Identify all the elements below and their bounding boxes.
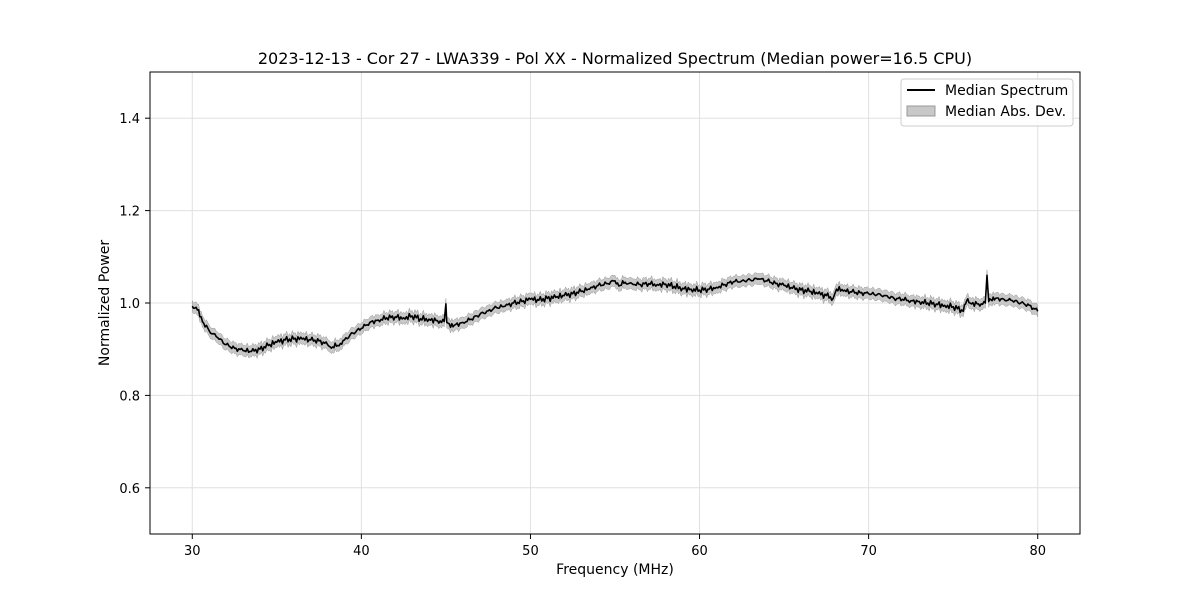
x-tick-label: 60 — [691, 544, 708, 559]
legend-band-swatch — [906, 105, 936, 117]
y-tick-label: 1.4 — [119, 112, 140, 127]
median-abs-dev-band — [192, 269, 1038, 360]
x-tick-label: 50 — [522, 544, 539, 559]
legend: Median Spectrum Median Abs. Dev. — [900, 78, 1074, 127]
x-tick-label: 70 — [860, 544, 877, 559]
median-spectrum-line — [191, 274, 1039, 354]
y-tick-label: 0.6 — [119, 482, 140, 497]
mad-band-layer — [192, 269, 1038, 360]
y-tick-label: 1.0 — [119, 297, 140, 312]
chart-title: 2023-12-13 - Cor 27 - LWA339 - Pol XX - … — [258, 49, 972, 68]
legend-entry-median-spectrum: Median Spectrum — [945, 83, 1068, 99]
x-tick-label: 30 — [184, 544, 201, 559]
y-axis-ticks: 0.6 0.8 1.0 1.2 1.4 — [119, 112, 150, 497]
x-axis-label: Frequency (MHz) — [556, 562, 674, 578]
legend-box — [900, 78, 1074, 127]
x-tick-label: 80 — [1029, 544, 1046, 559]
y-axis-label: Normalized Power — [97, 240, 113, 366]
median-line-layer — [191, 274, 1039, 354]
x-axis-ticks: 30 40 50 60 70 80 — [184, 534, 1046, 559]
x-tick-label: 40 — [353, 544, 370, 559]
y-tick-label: 1.2 — [119, 205, 140, 220]
y-tick-label: 0.8 — [119, 389, 140, 404]
legend-entry-median-abs-dev: Median Abs. Dev. — [945, 104, 1066, 120]
